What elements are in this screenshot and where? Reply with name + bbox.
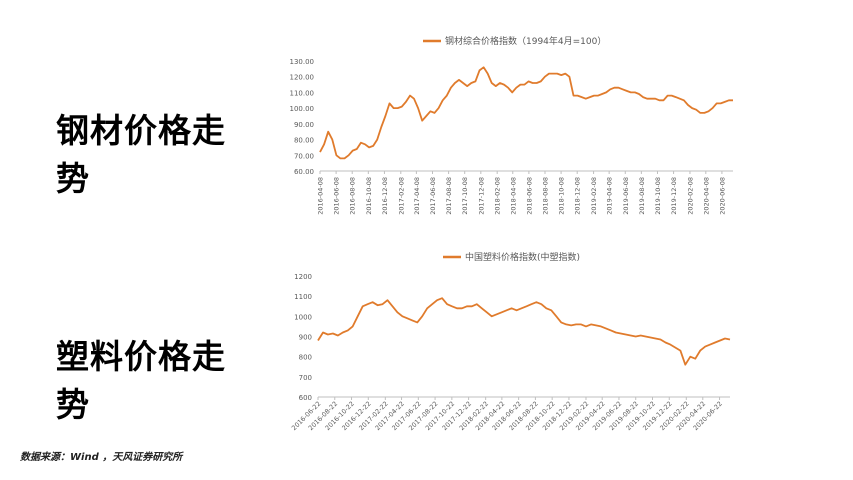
y-tick-label-0-1: 70.00 xyxy=(294,152,314,160)
x-tick-label-0-5: 2017-02-08 xyxy=(397,177,405,215)
x-tick-label-0-8: 2017-08-08 xyxy=(445,177,453,215)
y-tick-label-0-4: 100.00 xyxy=(290,105,315,113)
x-tick-label-0-11: 2018-02-08 xyxy=(494,177,502,215)
x-tick-label-0-20: 2019-08-08 xyxy=(638,177,646,215)
steel-price-heading: 钢材价格走势 xyxy=(56,111,226,198)
x-tick-label-0-9: 2017-10-08 xyxy=(461,177,469,215)
x-tick-label-0-12: 2018-04-08 xyxy=(509,177,517,215)
x-tick-label-0-1: 2016-06-08 xyxy=(333,177,341,215)
x-tick-label-0-15: 2018-10-08 xyxy=(558,177,566,215)
plastic-price-chart: 中国塑料价格指数(中塑指数)60070080090010001100120020… xyxy=(290,251,731,432)
x-tick-label-0-7: 2017-06-08 xyxy=(429,177,437,215)
x-tick-label-0-25: 2020-06-08 xyxy=(718,177,726,215)
x-tick-label-0-22: 2019-12-08 xyxy=(670,177,678,215)
data-source-note: 数据来源：Wind ，天风证券研究所 xyxy=(20,452,183,463)
plastic-price-heading: 塑料价格走势 xyxy=(56,337,226,424)
x-tick-label-0-13: 2018-06-08 xyxy=(525,177,533,215)
y-tick-label-1-3: 900 xyxy=(299,334,312,342)
x-tick-label-0-14: 2018-08-08 xyxy=(541,177,549,215)
y-tick-label-0-2: 80.00 xyxy=(294,137,314,145)
steel-price-chart: 钢材综合价格指数（1994年4月=100） 60.00 70.00 80.00 90.0… xyxy=(290,35,733,215)
y-tick-label-1-4: 1000 xyxy=(294,313,312,321)
y-tick-label-0-5: 110.00 xyxy=(290,89,315,97)
x-tick-label-0-24: 2020-04-08 xyxy=(702,177,710,215)
x-tick-label-0-3: 2016-10-08 xyxy=(365,177,373,215)
y-tick-label-0-7: 130.00 xyxy=(290,58,315,66)
x-tick-label-0-0: 2016-04-08 xyxy=(317,177,325,215)
y-tick-label-1-1: 700 xyxy=(299,374,312,382)
x-tick-label-0-18: 2019-04-08 xyxy=(606,177,614,215)
x-tick-label-0-6: 2017-04-08 xyxy=(413,177,421,215)
x-tick-label-0-23: 2020-02-08 xyxy=(686,177,694,215)
x-tick-label-0-16: 2018-12-08 xyxy=(574,177,582,215)
y-tick-label-0-6: 120.00 xyxy=(290,74,315,82)
x-tick-label-0-17: 2019-02-08 xyxy=(590,177,598,215)
series-line-1 xyxy=(317,297,731,366)
series-line-0 xyxy=(319,66,733,160)
y-tick-label-1-2: 800 xyxy=(299,354,312,362)
y-tick-label-1-6: 1200 xyxy=(294,273,312,281)
x-tick-label-0-2: 2016-08-08 xyxy=(349,177,357,215)
chart-title-1: 中国塑料价格指数(中塑指数) xyxy=(465,251,580,263)
y-tick-label-0-3: 90.00 xyxy=(294,121,314,129)
x-tick-label-0-10: 2017-12-08 xyxy=(477,177,485,215)
chart-title-0: 钢材综合价格指数（1994年4月=100） xyxy=(445,35,606,47)
y-tick-label-1-0: 600 xyxy=(299,394,312,402)
x-tick-label-0-19: 2019-06-08 xyxy=(622,177,630,215)
y-tick-label-1-5: 1100 xyxy=(294,293,312,301)
x-tick-label-0-21: 2019-10-08 xyxy=(654,177,662,215)
y-tick-label-0-0: 60.00 xyxy=(294,168,314,176)
x-tick-label-0-4: 2016-12-08 xyxy=(381,177,389,215)
